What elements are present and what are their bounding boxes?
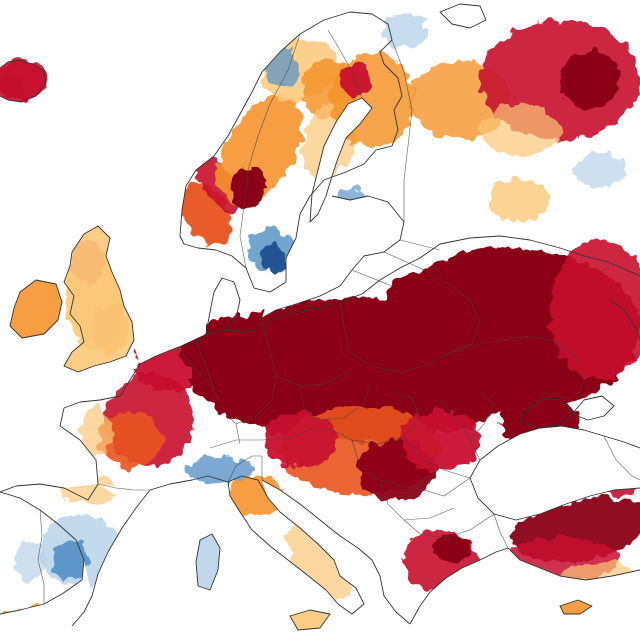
land-britain-fill xyxy=(64,226,134,372)
sardinia-outline xyxy=(195,533,221,591)
border-finland-russia xyxy=(391,39,413,222)
border-portugal-spain xyxy=(37,509,45,604)
anomaly-region-greece-core xyxy=(432,534,472,562)
greece-outline xyxy=(409,547,509,625)
border-romania xyxy=(403,399,481,479)
denmark-outline xyxy=(205,277,241,335)
land-crimea-fill xyxy=(520,398,572,428)
crimea-outline xyxy=(519,397,573,429)
border-france-spain xyxy=(97,483,150,491)
border-norway-sweden xyxy=(239,33,301,269)
border-alps xyxy=(209,429,332,449)
water-baltic-sea xyxy=(262,196,404,318)
iberia-east-coast xyxy=(71,489,151,627)
border-baltics xyxy=(351,239,441,287)
border-sweden-finland xyxy=(327,29,363,99)
sicily-outline xyxy=(289,609,331,631)
anomaly-region-russia-north-core xyxy=(560,52,620,108)
anomaly-region-poland-east xyxy=(386,270,474,330)
ireland-outline xyxy=(9,279,63,339)
iceland-outline xyxy=(0,59,47,103)
border-moldova xyxy=(469,391,495,441)
anomaly-region-finland-core xyxy=(340,62,372,98)
anomaly-region-lapland-wet xyxy=(382,12,426,48)
anomaly-region-portugal-wet xyxy=(14,540,46,580)
border-caucasus xyxy=(603,435,640,481)
water-black-sea xyxy=(470,426,640,520)
azov-outline xyxy=(571,395,615,421)
land-sicily-fill xyxy=(290,610,330,630)
italy-outline xyxy=(227,475,365,615)
black-sea-outline xyxy=(469,425,640,479)
country-borders xyxy=(37,29,640,604)
black-sea-south-coast xyxy=(469,477,640,521)
kola-outline xyxy=(439,3,487,29)
coastline-layer xyxy=(0,3,640,631)
iberia-outline xyxy=(0,491,85,615)
turkey-outline xyxy=(507,547,640,581)
border-czech-austria xyxy=(299,383,371,421)
cyprus-outline xyxy=(559,599,593,615)
anomaly-layer xyxy=(0,12,640,640)
border-belarus xyxy=(419,267,481,355)
anomaly-region-austria-slovenia xyxy=(264,412,336,468)
anomaly-region-russia-mid-dry xyxy=(490,178,550,222)
border-benelux xyxy=(175,347,215,391)
anomaly-region-italy-peninsula xyxy=(287,519,353,601)
border-bulgaria-greece xyxy=(403,513,495,539)
great-britain-outline xyxy=(63,225,135,373)
border-france-germany xyxy=(195,341,241,445)
water-mediterranean-west xyxy=(0,482,640,640)
baltic-outline xyxy=(261,195,405,319)
water-norwegian-sea xyxy=(46,0,300,250)
scandinavia-outline xyxy=(179,11,403,293)
land-iceland-fill xyxy=(0,60,46,102)
border-germany xyxy=(235,325,351,425)
anomaly-region-russia-mid-wet xyxy=(574,152,626,188)
land-sardinia-fill xyxy=(196,534,220,590)
border-ukraine-north xyxy=(445,335,585,401)
land-ireland-fill xyxy=(10,280,62,338)
anomaly-region-romania xyxy=(400,410,480,470)
france-south-coast xyxy=(149,475,229,491)
water-bothnia xyxy=(310,98,372,222)
water-adriatic xyxy=(262,480,380,604)
anomaly-region-spain-very-wet xyxy=(52,540,88,580)
border-italy-north xyxy=(227,455,263,483)
mainland-outline xyxy=(0,235,640,501)
border-turkey xyxy=(493,513,509,549)
anomaly-region-france-west xyxy=(80,406,112,454)
anomaly-region-sweden-south-very-wet xyxy=(262,244,286,272)
caspian-outline xyxy=(609,299,640,341)
water-north-sea xyxy=(106,230,206,364)
anomaly-region-scandinavia-core xyxy=(230,166,266,210)
bothnia-outline xyxy=(309,97,373,223)
anomaly-region-russia-south xyxy=(550,240,640,380)
adriatic-east-coast xyxy=(261,479,411,625)
anomaly-region-france-mid xyxy=(98,412,162,468)
anomaly-region-russia-ne-edge xyxy=(480,104,560,156)
border-poland xyxy=(339,301,447,373)
